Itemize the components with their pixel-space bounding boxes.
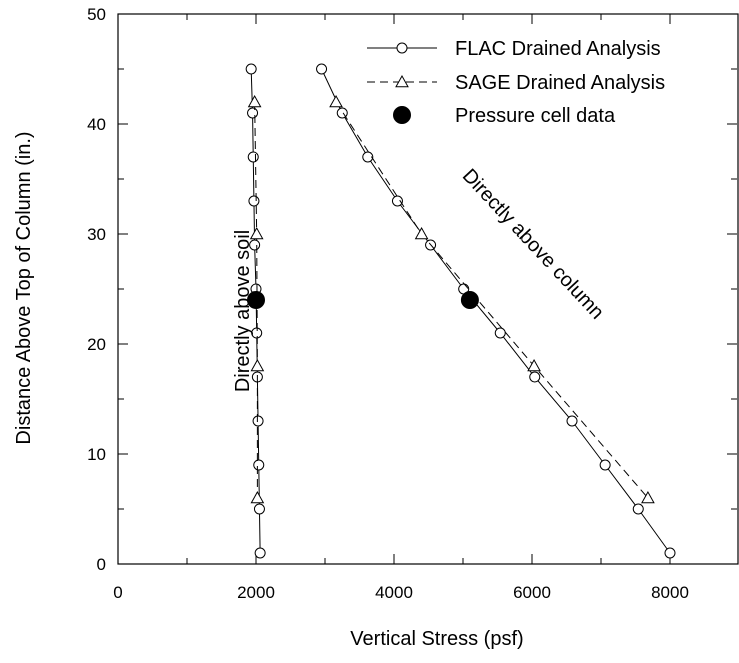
data-point — [316, 63, 328, 75]
legend-entry-0: FLAC Drained Analysis — [367, 38, 661, 60]
data-point — [391, 195, 403, 207]
x-tick-label: 4000 — [375, 583, 413, 602]
annotation-label: Directly above column — [458, 165, 608, 324]
annotations: Directly above soil Directly above column — [232, 165, 608, 392]
data-point — [529, 371, 541, 383]
data-point — [460, 291, 479, 309]
x-tick-label: 2000 — [237, 583, 275, 602]
y-tick-label: 50 — [87, 5, 106, 24]
data-point — [494, 327, 506, 339]
data-point — [253, 503, 265, 515]
x-tick-label: 6000 — [513, 583, 551, 602]
data-point — [253, 459, 265, 471]
plot-border — [117, 13, 739, 565]
data-point — [362, 151, 374, 163]
data-point — [254, 547, 266, 559]
data-point — [249, 226, 264, 240]
series-line — [335, 101, 649, 499]
data-point — [632, 503, 644, 515]
data-point — [566, 415, 578, 427]
y-tick-label: 10 — [87, 445, 106, 464]
data-point — [247, 291, 265, 309]
series-layer — [245, 63, 676, 559]
legend-label: SAGE Drained Analysis — [455, 72, 665, 94]
data-point — [247, 151, 259, 163]
legend-marker — [393, 106, 411, 124]
data-point — [250, 490, 265, 504]
x-tick-label: 0 — [113, 583, 122, 602]
data-point — [245, 63, 257, 75]
series-line — [250, 68, 261, 554]
data-point — [599, 459, 611, 471]
data-point — [248, 195, 260, 207]
data-point — [641, 490, 655, 504]
legend-marker — [395, 74, 409, 88]
legend: FLAC Drained Analysis SAGE Drained Analys… — [367, 38, 665, 127]
legend-entry-2: Pressure cell data — [393, 105, 616, 127]
legend-label: Pressure cell data — [455, 105, 616, 127]
data-point — [247, 94, 262, 108]
series-0 — [245, 63, 676, 559]
data-point — [414, 226, 429, 240]
data-point — [329, 94, 343, 108]
y-tick-label: 20 — [87, 335, 106, 354]
annotation-label: Directly above soil — [232, 230, 254, 392]
x-axis-label: Vertical Stress (psf) — [350, 628, 523, 650]
axis-ticks: 0 2000 4000 6000 8000 0 10 20 30 40 50 — [87, 5, 737, 602]
x-tick-label: 8000 — [651, 583, 689, 602]
series-2 — [247, 291, 479, 309]
plot-frame — [117, 13, 739, 565]
data-point — [527, 358, 541, 372]
y-tick-label: 30 — [87, 225, 106, 244]
data-point — [252, 415, 264, 427]
legend-entry-1: SAGE Drained Analysis — [367, 72, 665, 94]
series-line — [321, 68, 671, 554]
data-point — [250, 358, 265, 372]
data-point — [247, 107, 259, 119]
data-point — [664, 547, 676, 559]
legend-marker — [396, 42, 408, 54]
legend-label: FLAC Drained Analysis — [455, 38, 661, 60]
y-axis-label: Distance Above Top of Column (in.) — [13, 131, 35, 444]
y-tick-label: 40 — [87, 115, 106, 134]
y-tick-label: 0 — [97, 555, 106, 574]
